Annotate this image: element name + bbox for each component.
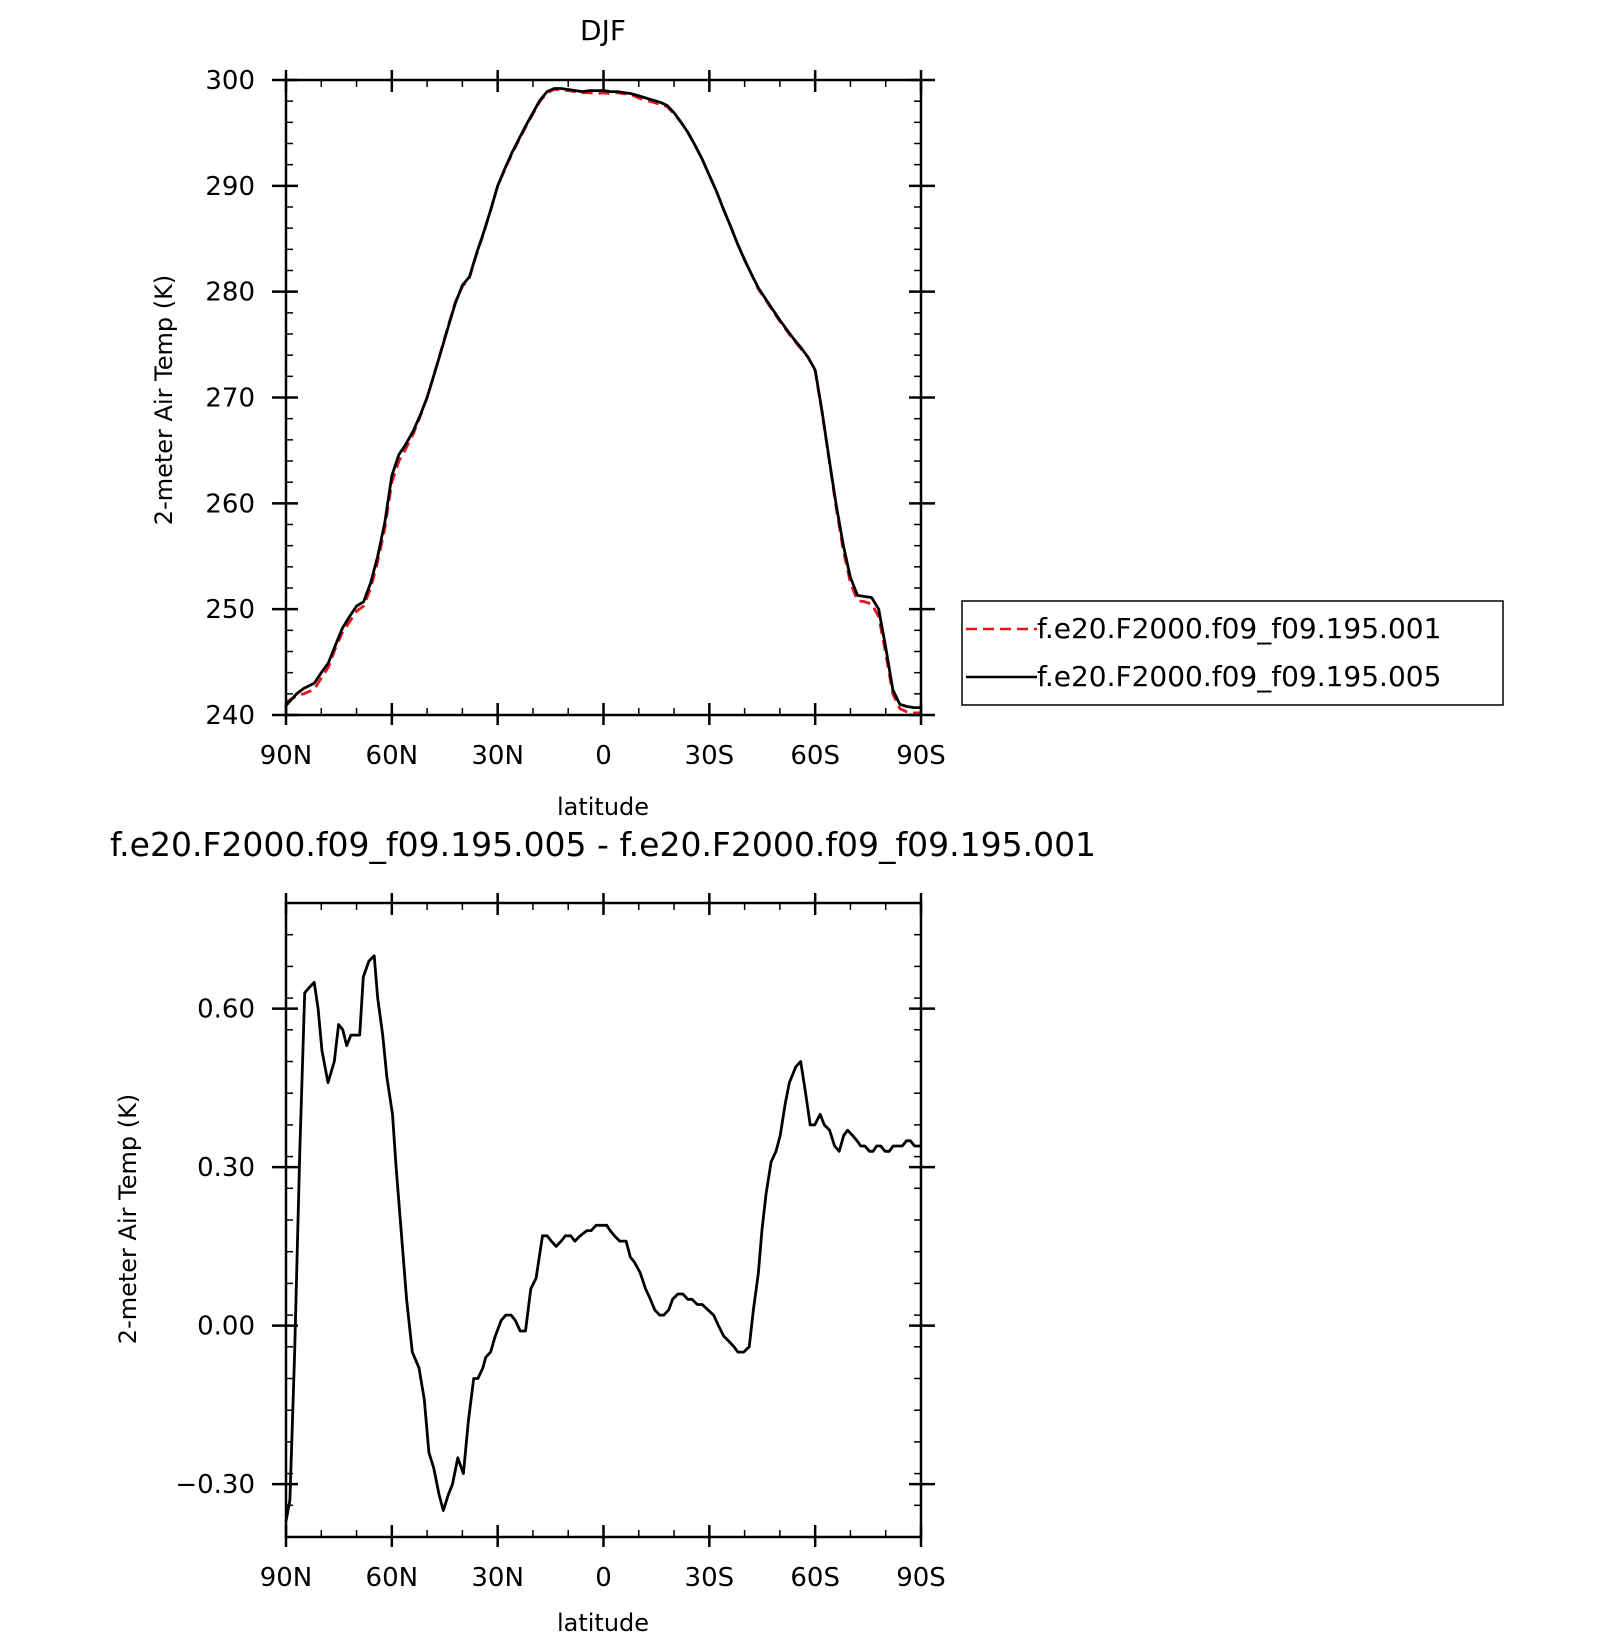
x-tick-label: 60N [366, 1563, 419, 1593]
series-line-top-1 [284, 87, 921, 709]
y-tick-label: 0.00 [197, 1312, 255, 1342]
bottom-chart-title: f.e20.F2000.f09_f09.195.005 - f.e20.F200… [110, 825, 1096, 864]
x-tick-label: 60S [790, 741, 840, 771]
y-tick-label: 290 [205, 172, 255, 202]
legend-box [961, 600, 1504, 706]
legend-label-001: f.e20.F2000.f09_f09.195.001 [1037, 612, 1441, 645]
bottom-series-lines [284, 954, 921, 1522]
top-x-tick-labels: 90N 60N 30N 0 30S 60S 90S [260, 741, 946, 771]
bottom-plot-frame [284, 901, 923, 1539]
top-panel: DJF 2-meter Air Temp (K) 240 250 260 270 280… [150, 14, 946, 821]
x-tick-label: 90S [896, 1563, 946, 1593]
bottom-y-axis-label: 2-meter Air Temp (K) [114, 1094, 142, 1344]
top-plot-frame [284, 78, 923, 717]
x-tick-label: 30S [685, 741, 735, 771]
series-line-top-0 [285, 88, 921, 715]
top-y-axis-label: 2-meter Air Temp (K) [150, 275, 178, 525]
y-tick-label: 0.30 [197, 1153, 255, 1183]
top-chart-title: DJF [580, 14, 626, 47]
bottom-x-axis-label: latitude [557, 1609, 649, 1635]
bottom-axis-ticks [272, 893, 935, 1547]
x-tick-label: 60N [366, 741, 419, 771]
y-tick-label: 300 [205, 66, 255, 96]
legend: f.e20.F2000.f09_f09.195.001 f.e20.F2000.… [961, 600, 1504, 706]
bottom-panel: f.e20.F2000.f09_f09.195.005 - f.e20.F200… [110, 825, 1096, 1635]
y-tick-label: −0.30 [175, 1470, 255, 1500]
top-y-tick-labels: 240 250 260 270 280 290 300 [205, 66, 255, 731]
y-tick-label: 250 [205, 595, 255, 625]
series-line-bottom-0 [284, 954, 921, 1522]
x-tick-label: 90N [260, 1563, 313, 1593]
y-tick-label: 270 [205, 384, 255, 414]
bottom-y-tick-labels: −0.30 0.00 0.30 0.60 [175, 995, 255, 1500]
y-tick-label: 240 [205, 701, 255, 731]
x-tick-label: 0 [595, 1563, 612, 1593]
bottom-x-tick-labels: 90N 60N 30N 0 30S 60S 90S [260, 1563, 946, 1593]
y-tick-label: 280 [205, 278, 255, 308]
x-tick-label: 0 [595, 741, 612, 771]
x-tick-label: 30N [471, 741, 524, 771]
x-tick-label: 30S [685, 1563, 735, 1593]
x-tick-label: 60S [790, 1563, 840, 1593]
top-x-axis-label: latitude [557, 793, 649, 821]
x-tick-label: 30N [471, 1563, 524, 1593]
top-axis-ticks [272, 70, 935, 725]
x-tick-label: 90N [260, 741, 313, 771]
legend-label-005: f.e20.F2000.f09_f09.195.005 [1037, 660, 1441, 693]
top-series-lines [284, 87, 921, 715]
y-tick-label: 0.60 [197, 995, 255, 1025]
x-tick-label: 90S [896, 741, 946, 771]
y-tick-label: 260 [205, 489, 255, 519]
